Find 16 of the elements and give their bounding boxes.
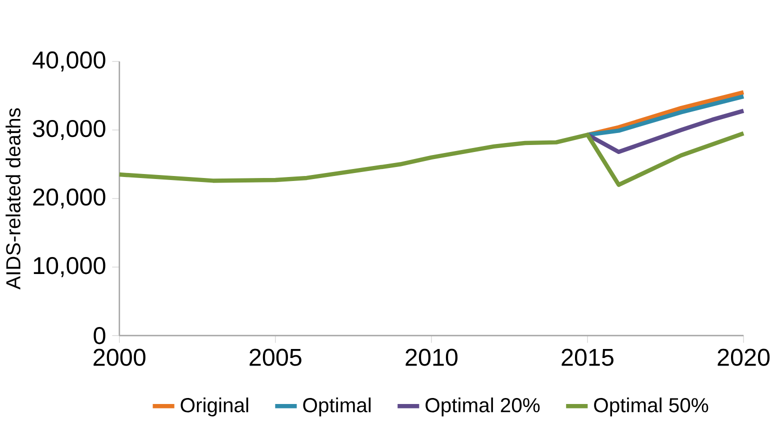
legend-label: Original — [180, 397, 248, 416]
x-tick-label: 2020 — [718, 348, 770, 366]
y-tick-label: 30,000 — [32, 120, 106, 140]
legend-label: Optimal — [303, 397, 371, 416]
line-series — [117, 131, 746, 187]
y-tick-label: 10,000 — [34, 257, 106, 278]
y-axis-title: AIDS-related deaths — [6, 108, 20, 290]
legend-label: Optimal 50% — [594, 397, 708, 416]
x-tick-label: 2010 — [406, 348, 458, 366]
y-tick-label: 0 — [94, 326, 106, 344]
y-tick-label: 40,000 — [32, 51, 106, 72]
x-tick-label: 2000 — [94, 348, 146, 366]
legend-label: Optimal 20% — [426, 397, 540, 416]
x-tick-label: 2005 — [250, 348, 302, 366]
y-tick-label: 20,000 — [33, 188, 106, 209]
x-tick-label: 2015 — [562, 348, 614, 366]
